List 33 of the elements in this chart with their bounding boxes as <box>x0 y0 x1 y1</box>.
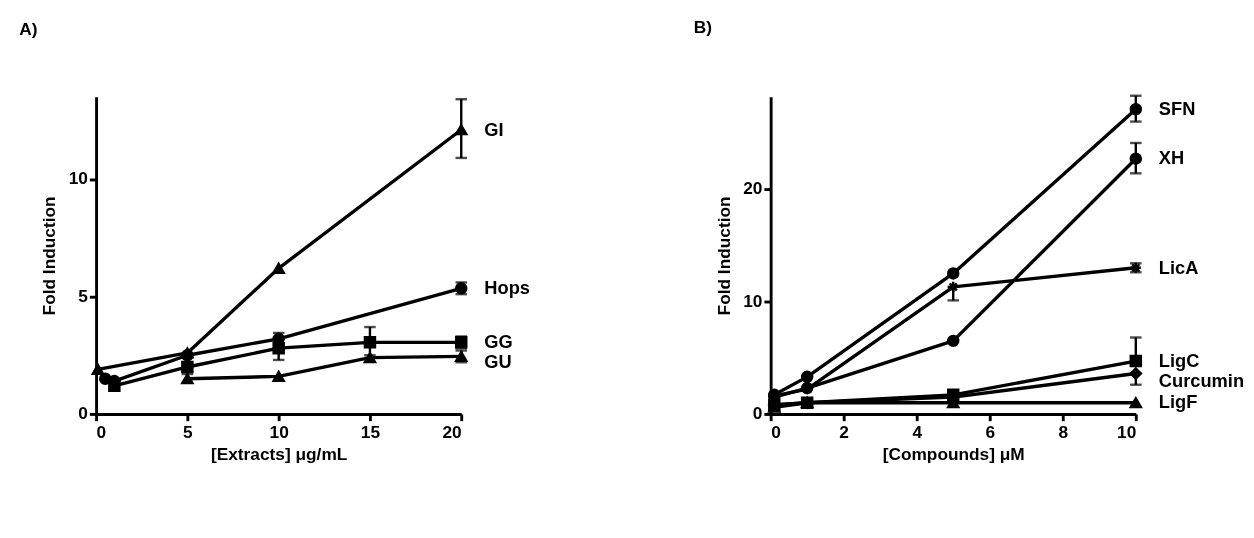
series-label: GG <box>484 331 513 353</box>
y-tick-label: 5 <box>78 285 89 306</box>
series-label: LicA <box>1158 256 1199 278</box>
y-tick-label: 0 <box>752 403 763 424</box>
series-label: XH <box>1158 147 1185 169</box>
chart-title: B) <box>693 17 713 38</box>
x-tick-label: 6 <box>985 422 996 443</box>
x-axis-title: [Compounds] μM <box>882 443 1025 464</box>
y-tick-label: 0 <box>78 403 88 424</box>
y-tick-label: 20 <box>743 178 763 199</box>
x-tick-label: 0 <box>771 422 781 443</box>
x-tick-label: 4 <box>912 422 923 443</box>
y-tick-label: 10 <box>743 290 763 311</box>
series-label: Curcumin <box>1158 370 1245 392</box>
x-tick-label: 15 <box>360 422 381 443</box>
x-tick-label: 2 <box>839 422 849 443</box>
x-tick-label: 10 <box>269 422 289 443</box>
series-label: Hops <box>484 277 530 299</box>
y-axis-title: Fold Induction <box>39 196 60 316</box>
x-axis-title: [Extracts] μg/mL <box>210 443 348 464</box>
y-tick-label: 10 <box>68 168 88 189</box>
chart-title: A) <box>19 19 38 40</box>
series-label: GU <box>484 351 512 373</box>
x-tick-label: 10 <box>1117 422 1137 443</box>
x-tick-label: 5 <box>183 422 194 443</box>
x-tick-label: 0 <box>96 422 107 443</box>
series-label: SFN <box>1158 98 1196 119</box>
series-label: LigC <box>1158 349 1200 371</box>
x-tick-label: 8 <box>1058 422 1069 443</box>
y-axis-title: Fold Induction <box>713 196 734 316</box>
series-label: LigF <box>1158 391 1198 413</box>
series-label: GI <box>484 118 504 140</box>
x-tick-label: 20 <box>442 422 462 443</box>
